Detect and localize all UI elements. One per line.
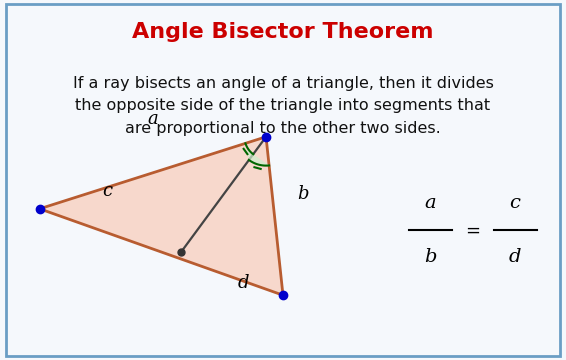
Text: If a ray bisects an angle of a triangle, then it divides
the opposite side of th: If a ray bisects an angle of a triangle,… <box>72 76 494 136</box>
Text: Angle Bisector Theorem: Angle Bisector Theorem <box>132 22 434 42</box>
Text: a: a <box>424 194 436 212</box>
Text: d: d <box>509 248 521 266</box>
Text: b: b <box>297 185 308 203</box>
Text: c: c <box>102 182 113 200</box>
Text: d: d <box>238 274 249 292</box>
Polygon shape <box>246 143 269 166</box>
Text: b: b <box>424 248 436 266</box>
Polygon shape <box>40 137 283 295</box>
Text: a: a <box>148 110 158 128</box>
Text: =: = <box>465 221 480 239</box>
Text: c: c <box>509 194 521 212</box>
